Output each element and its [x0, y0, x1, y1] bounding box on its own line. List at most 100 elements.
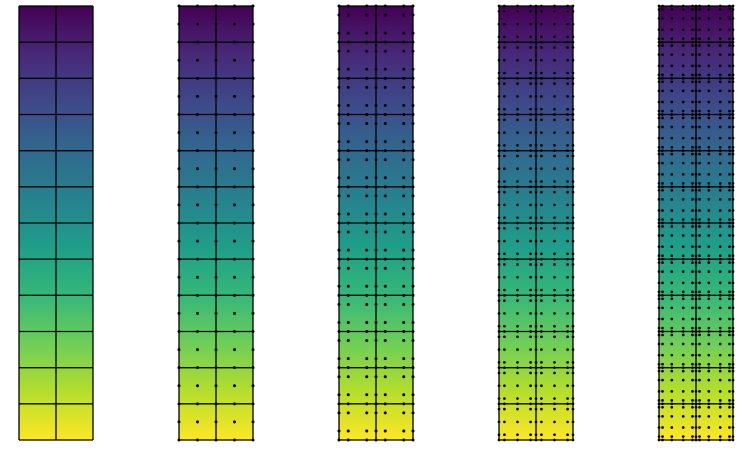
mesh-node: [707, 369, 711, 373]
mesh-node: [698, 254, 701, 258]
mesh-node: [661, 209, 664, 212]
mesh-node: [529, 433, 532, 437]
mesh-node: [402, 149, 406, 153]
mesh-node: [411, 266, 415, 270]
mesh-node: [657, 209, 661, 212]
mesh-node: [731, 270, 735, 274]
mesh-node: [731, 369, 735, 373]
mesh-node: [383, 429, 387, 433]
mesh-node: [571, 371, 575, 375]
mesh-node: [566, 402, 569, 406]
mesh-node: [374, 429, 378, 433]
mesh-node: [661, 109, 664, 113]
mesh-node: [251, 366, 255, 370]
mesh-node: [657, 28, 661, 32]
mesh-node: [694, 402, 698, 406]
mesh-node: [670, 362, 674, 366]
mesh-node: [694, 257, 698, 261]
mesh-node: [529, 95, 532, 98]
mesh-node: [529, 22, 532, 26]
mesh-node: [540, 257, 543, 261]
mesh-node: [661, 44, 664, 47]
mesh-node: [681, 73, 685, 77]
mesh-node: [661, 64, 664, 68]
mesh-node: [534, 40, 538, 44]
mesh-node: [411, 212, 415, 216]
mesh-node: [661, 172, 664, 176]
mesh-node: [657, 17, 661, 20]
mesh-node: [670, 37, 674, 41]
mesh-node: [707, 333, 711, 337]
mesh-node: [728, 389, 731, 393]
mesh-node: [681, 326, 685, 330]
mesh-node: [251, 239, 255, 243]
mesh-node: [529, 293, 532, 297]
mesh-node: [497, 366, 501, 370]
mesh-node: [214, 348, 218, 352]
mesh-node: [402, 284, 406, 288]
mesh-node: [661, 152, 664, 156]
mesh-node: [529, 203, 532, 207]
mesh-node: [728, 297, 731, 301]
mesh-node: [365, 212, 369, 216]
mesh-node: [661, 297, 664, 301]
mesh-node: [694, 116, 698, 120]
mesh-node: [534, 299, 538, 302]
mesh-node: [365, 375, 369, 379]
mesh-node: [566, 330, 569, 333]
mesh-node: [214, 221, 218, 225]
mesh-node: [534, 263, 538, 266]
mesh-node: [707, 330, 711, 333]
mesh-node: [534, 371, 538, 375]
mesh-node: [233, 257, 236, 261]
mesh-node: [698, 306, 701, 310]
mesh-node: [196, 203, 199, 207]
mesh-node: [571, 239, 575, 243]
mesh-node: [707, 405, 711, 409]
mesh-node: [731, 254, 735, 258]
mesh-node: [691, 306, 694, 310]
mesh-node: [534, 433, 538, 437]
mesh-node: [718, 317, 722, 321]
mesh-node: [196, 402, 199, 406]
mesh-node: [337, 194, 341, 198]
mesh-node: [534, 82, 538, 85]
mesh-node: [691, 438, 694, 442]
mesh-node: [497, 438, 501, 442]
mesh-node: [411, 158, 415, 162]
mesh-node: [707, 281, 711, 285]
mesh-node: [503, 330, 506, 333]
mesh-node: [731, 353, 735, 357]
mesh-node: [566, 82, 569, 85]
mesh-node: [707, 366, 711, 370]
mesh-node: [728, 218, 731, 221]
mesh-node: [346, 13, 350, 17]
mesh-node: [657, 330, 661, 333]
mesh-node: [177, 402, 181, 406]
mesh-node: [731, 64, 735, 68]
mesh-node: [698, 76, 701, 80]
mesh-node: [731, 73, 735, 77]
mesh-node: [661, 362, 664, 366]
mesh-node: [681, 378, 685, 382]
mesh-node: [694, 270, 698, 274]
mesh-node: [503, 58, 506, 62]
mesh-node: [402, 176, 406, 180]
mesh-node: [503, 275, 506, 279]
mesh-node: [402, 330, 406, 333]
mesh-node: [661, 145, 664, 149]
mesh-node: [566, 154, 569, 158]
mesh-node: [365, 248, 369, 252]
mesh-node: [534, 407, 538, 411]
mesh-node: [374, 13, 378, 17]
mesh-node: [503, 113, 506, 116]
mesh-node: [681, 89, 685, 93]
mesh-node: [718, 399, 722, 402]
mesh-node: [566, 407, 569, 411]
mesh-node: [657, 366, 661, 370]
mesh-node: [698, 317, 701, 321]
mesh-node: [337, 31, 341, 35]
mesh-node: [337, 393, 341, 397]
mesh-node: [540, 76, 543, 80]
mesh-node: [661, 218, 664, 221]
